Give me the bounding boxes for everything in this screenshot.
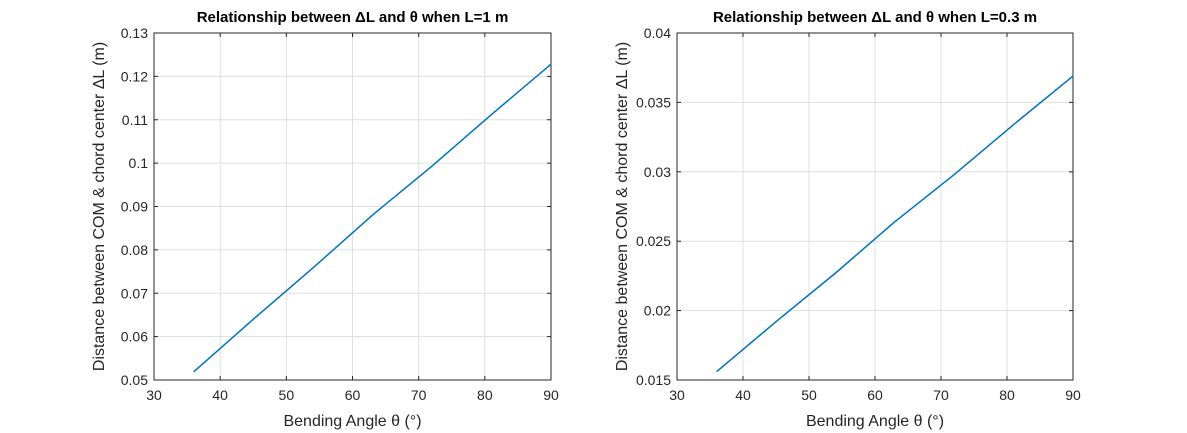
chart-title: Relationship between ΔL and θ when L=0.3… — [713, 9, 1037, 26]
x-tick-label: 80 — [477, 387, 493, 403]
y-tick-label: 0.12 — [121, 68, 148, 84]
y-tick-label: 0.025 — [636, 233, 671, 249]
y-tick-label: 0.05 — [121, 372, 148, 388]
x-tick-label: 40 — [212, 387, 228, 403]
chart-title: Relationship between ΔL and θ when L=1 m — [197, 9, 509, 26]
x-tick-label: 70 — [411, 387, 427, 403]
y-tick-label: 0.06 — [121, 329, 148, 345]
x-tick-label: 90 — [1065, 387, 1081, 403]
series-line — [193, 63, 552, 373]
y-tick-label: 0.1 — [129, 155, 149, 171]
y-tick-label: 0.04 — [644, 25, 671, 41]
y-tick-label: 0.035 — [636, 94, 671, 110]
chart-panel-2: 30 40 50 60 70 80 90 0.015 0.02 0.025 0.03 0.035 0.0… — [614, 9, 1081, 430]
x-tick-label: 60 — [345, 387, 361, 403]
chart-panel-1: 30 40 50 60 70 80 90 0.05 0.06 0.07 0.08 0.09 0.1 0.1… — [91, 9, 559, 430]
y-axis-label: Distance between COM & chord center ΔL (… — [91, 42, 108, 371]
x-tick-label: 90 — [543, 387, 559, 403]
x-tick-label: 50 — [801, 387, 817, 403]
x-tick-label: 50 — [279, 387, 295, 403]
y-tick-label: 0.13 — [121, 25, 148, 41]
plot-frame — [676, 32, 1074, 381]
series-line — [716, 75, 1074, 373]
y-tick-label: 0.015 — [636, 372, 671, 388]
plot-frame — [153, 32, 552, 381]
x-tick-label: 30 — [669, 387, 685, 403]
y-tick-label: 0.08 — [121, 242, 148, 258]
y-axis-label: Distance between COM & chord center ΔL (… — [614, 42, 631, 371]
y-tick-label: 0.07 — [121, 285, 148, 301]
y-tick-label: 0.09 — [121, 199, 148, 215]
x-tick-label: 40 — [735, 387, 751, 403]
y-tick-label: 0.11 — [122, 112, 148, 128]
x-tick-label: 80 — [999, 387, 1015, 403]
x-tick-label: 70 — [933, 387, 949, 403]
x-tick-label: 30 — [146, 387, 162, 403]
x-axis-label: Bending Angle θ (°) — [283, 413, 421, 430]
x-tick-label: 60 — [867, 387, 883, 403]
y-tick-label: 0.02 — [644, 303, 671, 319]
x-axis-label: Bending Angle θ (°) — [806, 413, 944, 430]
y-tick-label: 0.03 — [644, 164, 671, 180]
